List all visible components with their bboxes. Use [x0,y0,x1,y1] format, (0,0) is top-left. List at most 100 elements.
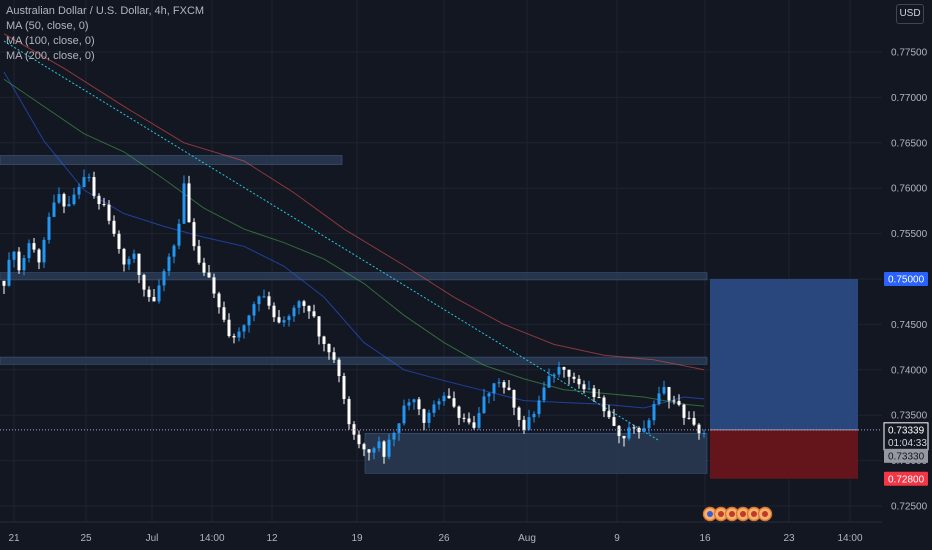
candle-body [477,413,481,428]
candle-body [557,367,561,375]
candle-body [692,418,696,425]
currency-button[interactable]: USD [896,4,924,24]
price-tick-label: 0.76000 [891,184,928,195]
candle-body [392,432,396,440]
candle-body [337,359,341,377]
candle-body [462,417,466,419]
candle-body [677,400,681,405]
candle-body [17,251,21,271]
candle-body [502,382,506,388]
time-tick-label: 9 [614,533,620,544]
bar-countdown-label: 01:04:33 [888,438,927,449]
price-tick-label: 0.77000 [891,93,928,104]
candle-body [382,441,386,457]
candle-body [302,301,306,306]
candle-body [162,271,166,286]
candle-body [497,382,501,384]
candle-body [152,297,156,302]
candle-body [597,397,601,399]
candle-body [562,367,566,370]
entry-price-label-bg [884,448,928,463]
candle-body [157,285,161,302]
candle-body [237,331,241,338]
candle-body [647,420,651,429]
support-resistance-zones [0,155,708,474]
candle-body [122,248,126,265]
candle-body [207,272,211,278]
event-flag-icon [729,511,735,517]
position-stop-zone[interactable] [710,429,858,479]
candle-body [142,274,146,290]
candle-body [82,177,86,187]
candle-body [42,239,46,263]
candle-body [627,427,631,439]
candle-body [682,404,686,418]
candle-body [312,311,316,317]
candle-body [427,412,431,423]
time-tick-label: 19 [351,533,363,544]
candle-body [632,427,636,429]
candle-body [412,399,416,403]
legend-ma-50[interactable]: MA (50, close, 0) [6,20,89,32]
candle-body [537,400,541,415]
candle-body [67,204,71,207]
candle-body [472,422,476,428]
candle-body [422,409,426,423]
candle-body [367,449,371,453]
chart-legend: Australian Dollar / U.S. Dollar, 4h, FXC… [6,4,204,64]
candle-body [372,448,376,453]
current-price-label: 0.73339 [888,425,925,436]
candle-body [347,399,351,425]
time-tick-label: 25 [80,533,92,544]
candle-body [307,305,311,312]
position-target-zone[interactable] [710,279,858,430]
candle-body [22,258,26,271]
price-tick-label: 0.75500 [891,229,928,240]
candle-body [77,186,81,195]
candle-body [612,417,616,426]
candle-body [512,389,516,408]
candle-body [642,428,646,433]
time-axis[interactable]: 21 25 Jul 14:00 12 19 26 Aug 9 16 23 14:00 [0,521,882,544]
entry-price-label: 0.73330 [888,451,925,462]
candle-body [487,393,491,397]
time-tick-label: Jul [146,533,159,544]
time-tick-label: 14:00 [199,533,224,544]
candle-body [127,258,131,265]
candle-body [527,417,531,430]
candle-body [177,223,181,246]
price-tick-label: 0.73500 [891,411,928,422]
candle-body [107,204,111,221]
candle-body [517,407,521,420]
candle-body [387,439,391,457]
legend-ma-100[interactable]: MA (100, close, 0) [6,35,95,47]
ma-line [3,78,705,407]
candle-body [282,320,286,323]
candle-body [182,183,186,224]
price-tick-label: 0.76500 [891,138,928,149]
candle-body [602,397,606,412]
candle-body [662,387,666,394]
candle-body [292,307,296,317]
candle-body [467,418,471,423]
candle-body [357,434,361,445]
economic-events[interactable] [702,506,773,522]
candle-body [622,435,626,439]
candle-body [702,433,706,435]
long-position-tool[interactable] [0,279,882,479]
target-price-label-bg [884,272,928,286]
candle-body [652,404,656,421]
price-zone [0,155,343,165]
candle-body [47,216,51,240]
candlestick-series [2,169,706,464]
candle-body [7,259,11,286]
candle-body [672,400,676,402]
time-tick-label: 23 [783,533,795,544]
candle-body [332,352,336,360]
time-tick-label: 12 [266,533,278,544]
candle-body [552,374,556,377]
candle-body [277,317,281,323]
legend-ma-200[interactable]: MA (200, close, 0) [6,50,95,62]
price-tick-label: 0.74000 [891,365,928,376]
